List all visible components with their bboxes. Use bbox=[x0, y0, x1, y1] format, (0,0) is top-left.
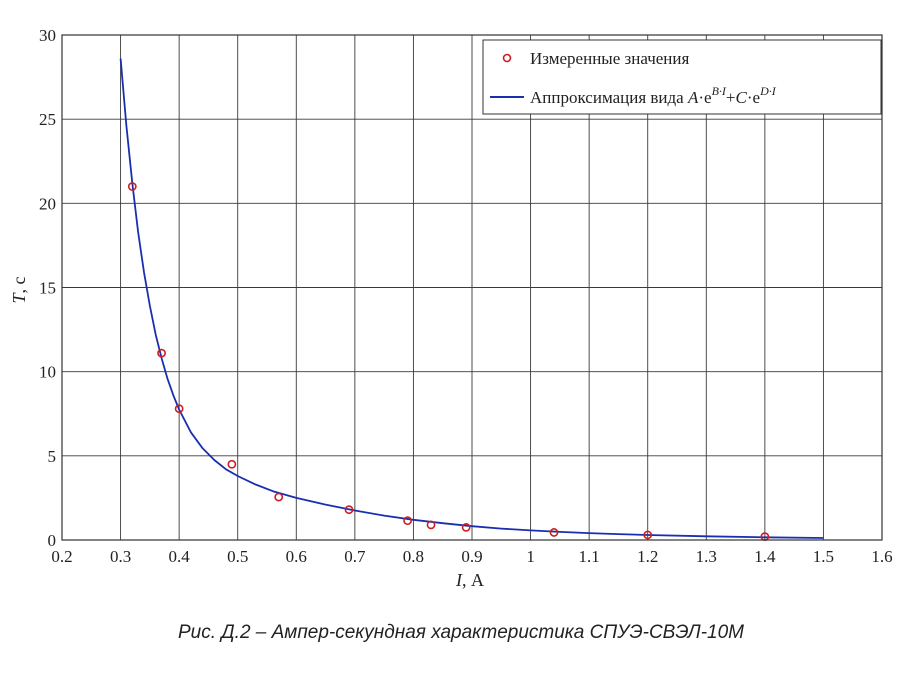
legend-marker-measured bbox=[502, 53, 512, 63]
x-tick-label: 1 bbox=[526, 547, 535, 566]
x-tick-label: 0.6 bbox=[286, 547, 307, 566]
measured-point bbox=[403, 516, 412, 526]
fit-series bbox=[119, 58, 824, 539]
chart: 0.2 0.3 0.4 0.5 0.6 0.7 0.8 0.9 1 1.1 1.2 1.3 1.4 1.5… bbox=[9, 26, 893, 590]
x-axis-title: I, А bbox=[455, 570, 484, 590]
measured-point bbox=[643, 530, 653, 540]
measured-point bbox=[227, 459, 237, 469]
legend: Измеренные значения Аппроксимация вида A… bbox=[482, 39, 882, 115]
y-tick-label: 0 bbox=[48, 531, 57, 550]
y-tick-label: 20 bbox=[39, 194, 56, 213]
x-tick-label: 1.5 bbox=[813, 547, 834, 566]
y-tick-label: 15 bbox=[39, 279, 56, 298]
x-tick-label: 0.3 bbox=[110, 547, 131, 566]
y-axis-title: T, с bbox=[9, 276, 29, 303]
x-tick-label: 1.1 bbox=[579, 547, 600, 566]
x-tick-labels: 0.2 0.3 0.4 0.5 0.6 0.7 0.8 0.9 1 1.1 1.2 1.3 1.4 1.5… bbox=[51, 547, 892, 566]
plot-frame bbox=[61, 34, 883, 541]
legend-label-measured: Измеренные значения bbox=[530, 49, 689, 68]
x-tick-label: 1.3 bbox=[696, 547, 717, 566]
measured-point bbox=[157, 348, 166, 358]
measured-point bbox=[274, 492, 284, 502]
y-tick-label: 25 bbox=[39, 110, 56, 129]
x-tick-label: 1.6 bbox=[871, 547, 892, 566]
measured-point bbox=[549, 528, 559, 537]
measured-series bbox=[127, 182, 770, 542]
x-tick-label: 1.4 bbox=[754, 547, 776, 566]
y-tick-label: 10 bbox=[39, 363, 56, 382]
figure-caption: Рис. Д.2 – Ампер-секундная характеристик… bbox=[177, 622, 744, 643]
x-tick-label: 0.4 bbox=[169, 547, 191, 566]
x-tick-label: 0.5 bbox=[227, 547, 248, 566]
measured-point bbox=[461, 522, 471, 532]
x-tick-label: 0.7 bbox=[344, 547, 366, 566]
y-tick-label: 5 bbox=[48, 447, 57, 466]
x-tick-label: 0.2 bbox=[51, 547, 72, 566]
measured-point bbox=[174, 404, 184, 414]
x-tick-label: 1.2 bbox=[637, 547, 658, 566]
y-tick-label: 30 bbox=[39, 26, 56, 45]
x-tick-label: 0.9 bbox=[461, 547, 482, 566]
legend-label-fit: Аппроксимация вида A·eB·I+C·eD·I bbox=[530, 84, 777, 107]
fit-curve bbox=[119, 58, 824, 539]
measured-point bbox=[344, 505, 354, 515]
x-tick-label: 0.8 bbox=[403, 547, 424, 566]
measured-point bbox=[127, 182, 137, 191]
y-tick-labels: 0 5 10 15 20 25 30 bbox=[39, 26, 56, 550]
legend-box bbox=[482, 39, 882, 115]
measured-point bbox=[426, 520, 436, 530]
